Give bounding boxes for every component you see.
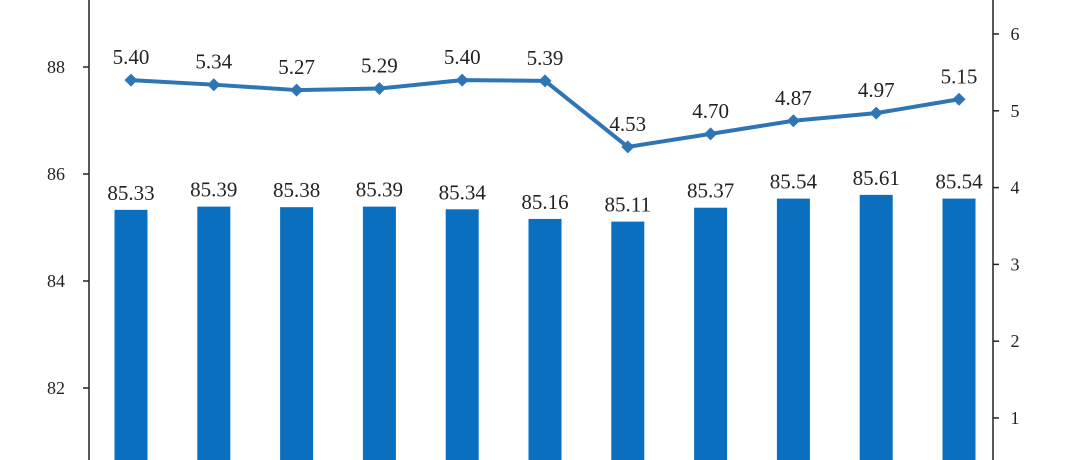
left-axis-tick-label: 82: [47, 378, 65, 398]
right-axis-tick-label: 3: [1011, 254, 1020, 274]
bar-value-label: 85.16: [521, 190, 568, 214]
line-value-label: 5.29: [361, 54, 398, 78]
line-value-label: 5.15: [941, 64, 978, 88]
axes: 82 84 86 88 1 2 3 4 5 6: [47, 0, 1020, 460]
line-point-marker: [455, 73, 469, 87]
bar: [611, 221, 645, 460]
data-labels: 85.33 85.39 85.38 85.39 85.34 85.16 85.11 85.37…: [107, 45, 983, 217]
bar-value-label: 85.54: [770, 170, 818, 194]
line-value-label: 4.70: [692, 99, 729, 123]
bar-value-label: 85.54: [935, 170, 983, 194]
bar: [445, 209, 479, 460]
line-point-marker: [372, 82, 386, 96]
line-value-label: 4.97: [858, 78, 895, 102]
bar: [528, 218, 562, 460]
line-point-marker: [124, 73, 138, 87]
left-axis-tick-label: 88: [47, 57, 65, 77]
right-axis-tick-label: 4: [1011, 178, 1020, 198]
bar: [362, 206, 396, 460]
bar: [942, 198, 976, 460]
left-axis-tick-label: 86: [47, 164, 65, 184]
line-point-marker: [538, 74, 552, 88]
line-point-marker: [290, 83, 304, 97]
bar-series: [114, 194, 976, 460]
line-point-marker: [869, 106, 883, 120]
right-axis-tick-label: 1: [1011, 408, 1020, 428]
line-point-marker: [704, 127, 718, 141]
bar-value-label: 85.37: [687, 179, 734, 203]
line-value-label: 5.34: [195, 50, 232, 74]
right-axis-tick-label: 2: [1011, 331, 1020, 351]
bar-value-label: 85.34: [439, 180, 487, 204]
line-series: [124, 73, 966, 154]
line-value-label: 5.40: [444, 45, 481, 69]
bar-value-label: 85.39: [190, 178, 237, 202]
bar: [859, 194, 893, 460]
right-axis-tick-label: 5: [1011, 101, 1020, 121]
right-axis-tick-label: 6: [1011, 24, 1020, 44]
bar-value-label: 85.39: [356, 178, 403, 202]
bar: [776, 198, 810, 460]
line-value-label: 5.27: [278, 55, 315, 79]
left-axis-tick-label: 84: [47, 271, 65, 291]
bar-value-label: 85.38: [273, 178, 320, 202]
line-point-marker: [786, 114, 800, 128]
line-value-label: 4.53: [609, 112, 646, 136]
line-point-marker: [952, 92, 966, 106]
bar: [694, 207, 728, 460]
line-point-marker: [207, 78, 221, 92]
bar-value-label: 85.11: [605, 193, 651, 217]
bar: [280, 207, 314, 460]
bar-value-label: 85.33: [107, 181, 154, 205]
bar-value-label: 85.61: [853, 166, 900, 190]
line-value-label: 4.87: [775, 86, 812, 110]
line-value-label: 5.39: [527, 46, 564, 70]
line-path: [130, 78, 960, 149]
bar: [197, 206, 231, 460]
bar: [114, 209, 148, 460]
line-value-label: 5.40: [113, 45, 150, 69]
line-point-marker: [621, 140, 635, 154]
